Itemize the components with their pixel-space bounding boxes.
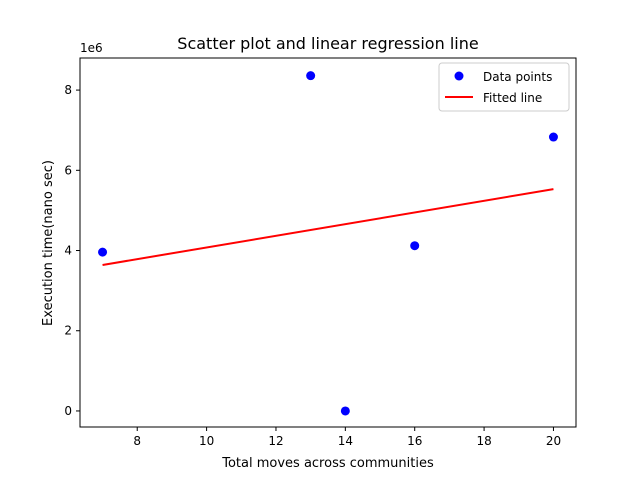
data-point xyxy=(410,241,420,251)
x-tick-label: 12 xyxy=(268,434,283,448)
legend-marker-data-points xyxy=(454,71,464,81)
chart-title: Scatter plot and linear regression line xyxy=(177,34,478,53)
y-tick-label: 6 xyxy=(64,163,72,177)
y-tick-label: 2 xyxy=(64,324,72,338)
x-axis-ticks: 8 10 12 14 16 18 20 xyxy=(133,427,561,448)
x-tick-label: 20 xyxy=(546,434,561,448)
x-tick-label: 16 xyxy=(407,434,422,448)
x-tick-label: 8 xyxy=(133,434,141,448)
data-point xyxy=(98,247,108,257)
series-layer xyxy=(98,71,558,416)
x-axis-label: Total moves across communities xyxy=(221,456,434,471)
y-tick-label: 8 xyxy=(64,83,72,97)
data-point xyxy=(548,132,558,142)
legend-label-fitted-line: Fitted line xyxy=(483,91,542,105)
legend-box xyxy=(438,62,570,112)
x-tick-label: 10 xyxy=(199,434,214,448)
fitted-line xyxy=(102,188,554,266)
legend-label-data-points: Data points xyxy=(483,70,552,84)
legend: Data points Fitted line xyxy=(438,62,570,112)
x-tick-label: 18 xyxy=(476,434,491,448)
y-tick-label: 4 xyxy=(64,244,72,258)
data-point xyxy=(340,406,350,416)
y-axis-offset-label: 1e6 xyxy=(80,41,103,55)
x-tick-label: 14 xyxy=(338,434,353,448)
y-axis-label: Execution time(nano sec) xyxy=(41,160,56,326)
data-point xyxy=(306,71,316,81)
y-axis-ticks: 0 2 4 6 8 xyxy=(64,83,80,418)
plot-area-frame xyxy=(79,57,577,428)
axes-frame xyxy=(79,57,577,428)
y-tick-label: 0 xyxy=(64,404,72,418)
